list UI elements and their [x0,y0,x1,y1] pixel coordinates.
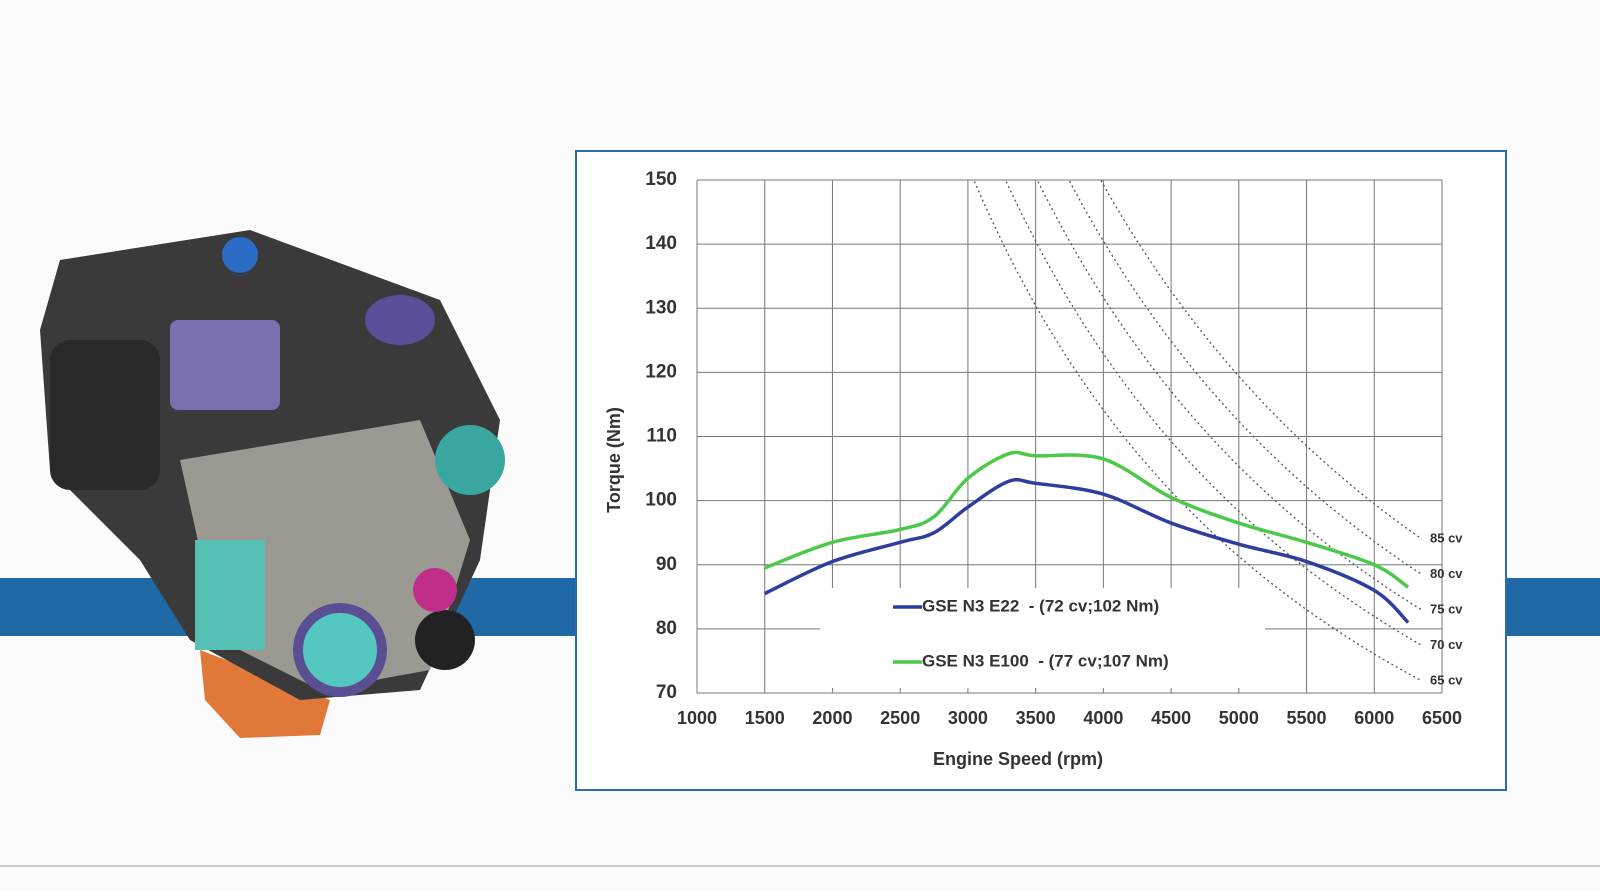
y-tick-label: 110 [646,426,677,447]
y-tick-label: 130 [645,297,677,318]
power-line-label: 85 cv [1430,530,1463,545]
x-tick-label: 3500 [1016,708,1056,728]
x-tick-label: 3000 [948,708,988,728]
y-tick-label: 150 [645,169,677,190]
y-tick-label: 100 [645,490,677,511]
x-tick-label: 6500 [1422,708,1462,728]
legend-label: GSE N3 E100 - (77 cv;107 Nm) [922,651,1169,670]
band-right [1500,578,1600,636]
x-tick-label: 5500 [1287,708,1327,728]
x-tick-label: 4500 [1151,708,1191,728]
power-line [1036,180,1423,611]
y-axis-label: Torque (Nm) [604,407,624,513]
y-tick-label: 80 [656,618,677,639]
y-tick-label: 120 [645,361,677,382]
x-tick-label: 2500 [880,708,920,728]
engine-illustration [40,230,505,738]
x-axis-label: Engine Speed (rpm) [933,749,1103,769]
power-line [1004,180,1423,646]
series-line [764,450,1410,589]
x-tick-label: 6000 [1354,708,1394,728]
x-tick-label: 1000 [677,708,717,728]
power-line [1068,180,1423,576]
y-tick-label: 90 [656,554,677,575]
power-line-label: 80 cv [1430,566,1463,581]
y-tick-label: 140 [645,233,677,254]
power-line-label: 65 cv [1430,672,1463,687]
y-tick-label: 70 [656,682,677,703]
x-tick-label: 5000 [1219,708,1259,728]
power-line-label: 75 cv [1430,601,1463,616]
power-line-label: 70 cv [1430,637,1463,652]
legend-background [820,588,1265,688]
x-tick-label: 4000 [1083,708,1123,728]
chart-frame [575,150,1507,791]
x-tick-label: 2000 [812,708,852,728]
x-tick-label: 1500 [745,708,785,728]
legend-label: GSE N3 E22 - (72 cv;102 Nm) [922,596,1159,615]
series-line [763,477,1410,624]
